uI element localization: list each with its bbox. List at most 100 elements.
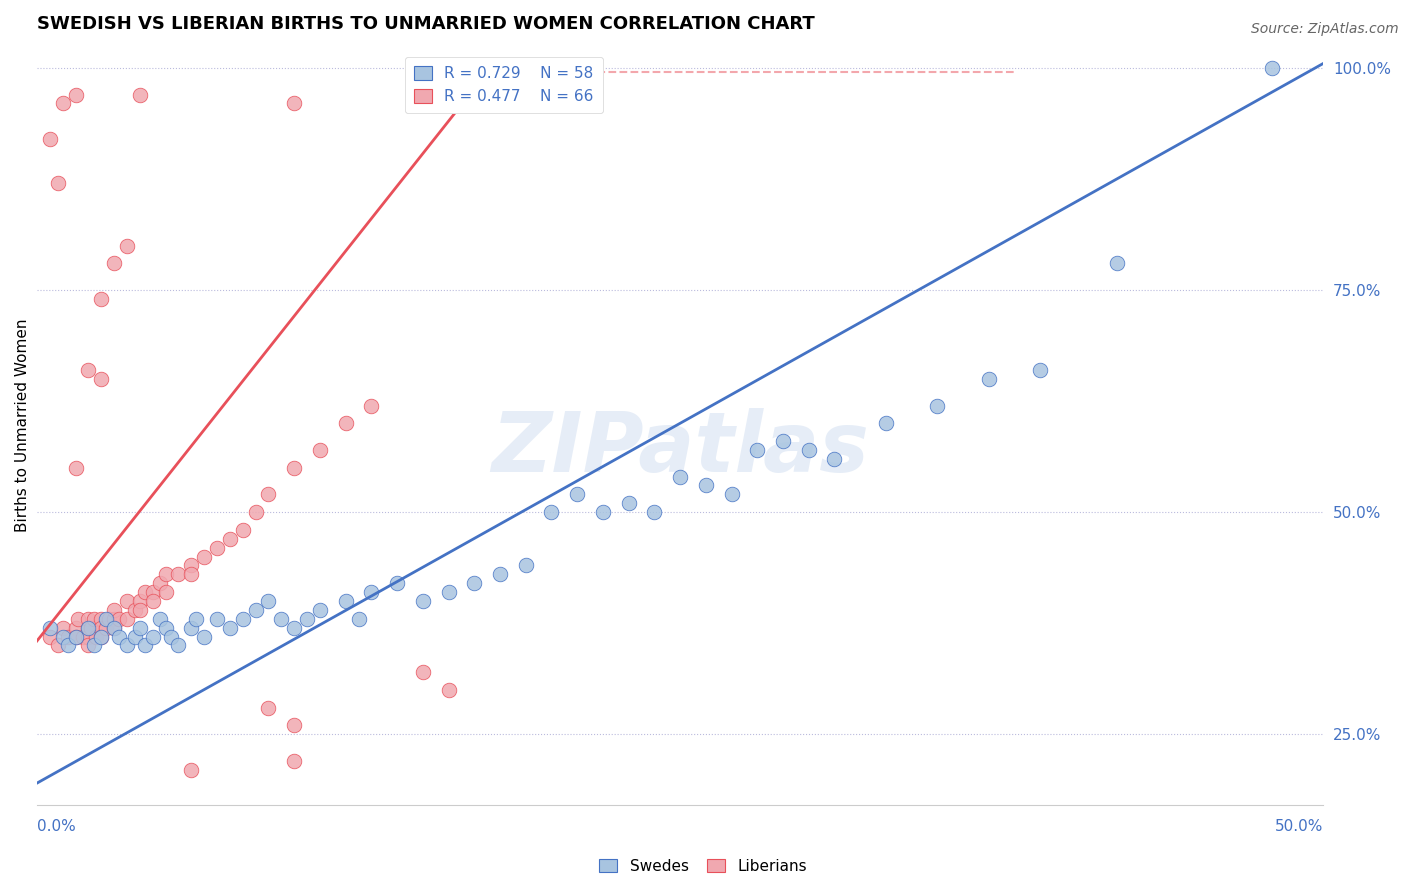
Point [186,612,208,626]
Point [46,177,69,191]
Legend: R = 0.729    N = 58, R = 0.477    N = 66: R = 0.729 N = 58, R = 0.477 N = 66 [405,57,603,113]
Point [65,621,87,635]
Point [193,549,215,564]
Point [412,665,434,679]
Point [84,630,107,644]
Point [83,639,105,653]
Point [592,505,614,519]
Point [245,603,267,617]
Point [77,621,100,635]
Point [142,594,165,608]
Point [977,372,1000,386]
Point [180,763,202,777]
Point [335,417,357,431]
Point [270,612,292,626]
Point [797,442,820,457]
Point [103,603,125,617]
Point [309,442,332,457]
Point [219,532,242,546]
Point [283,718,305,732]
Point [90,630,112,644]
Point [46,639,69,653]
Text: 50.0%: 50.0% [1275,819,1323,834]
Point [134,585,156,599]
Point [124,603,146,617]
Text: Source: ZipAtlas.com: Source: ZipAtlas.com [1251,22,1399,37]
Point [90,372,112,386]
Point [283,96,305,111]
Point [412,594,434,608]
Point [38,621,60,635]
Point [98,612,121,626]
Point [77,639,100,653]
Point [52,621,75,635]
Point [257,700,280,714]
Point [77,630,100,644]
Point [180,558,202,573]
Point [115,612,138,626]
Point [193,630,215,644]
Point [108,612,131,626]
Point [149,576,172,591]
Point [1029,363,1052,377]
Point [257,487,280,501]
Point [65,460,87,475]
Point [489,567,512,582]
Point [437,682,460,697]
Text: 0.0%: 0.0% [37,819,76,834]
Point [124,630,146,644]
Point [108,630,131,644]
Point [385,576,408,591]
Point [56,639,79,653]
Y-axis label: Births to Unmarried Women: Births to Unmarried Women [15,318,30,533]
Point [1261,61,1284,75]
Point [115,594,138,608]
Point [52,630,75,644]
Point [437,585,460,599]
Point [96,621,118,635]
Point [90,621,112,635]
Point [875,417,897,431]
Point [283,621,305,635]
Point [96,612,118,626]
Point [232,612,254,626]
Point [38,630,60,644]
Point [747,442,769,457]
Point [134,639,156,653]
Point [155,567,177,582]
Point [515,558,537,573]
Point [90,630,112,644]
Point [155,621,177,635]
Point [167,639,190,653]
Point [115,639,138,653]
Point [219,621,242,635]
Point [695,478,717,492]
Point [115,238,138,252]
Point [205,612,228,626]
Point [80,621,103,635]
Point [1107,256,1129,270]
Point [67,612,90,626]
Point [772,434,794,448]
Point [128,87,150,102]
Point [360,585,382,599]
Point [72,630,94,644]
Point [103,612,125,626]
Point [283,754,305,768]
Point [167,567,190,582]
Point [103,256,125,270]
Point [205,541,228,555]
Text: SWEDISH VS LIBERIAN BIRTHS TO UNMARRIED WOMEN CORRELATION CHART: SWEDISH VS LIBERIAN BIRTHS TO UNMARRIED … [37,15,814,33]
Point [927,399,949,413]
Point [335,594,357,608]
Point [56,630,79,644]
Point [257,594,280,608]
Point [77,363,100,377]
Point [295,612,318,626]
Point [128,621,150,635]
Legend: Swedes, Liberians: Swedes, Liberians [593,853,813,880]
Point [77,621,100,635]
Point [128,594,150,608]
Point [232,523,254,537]
Point [360,399,382,413]
